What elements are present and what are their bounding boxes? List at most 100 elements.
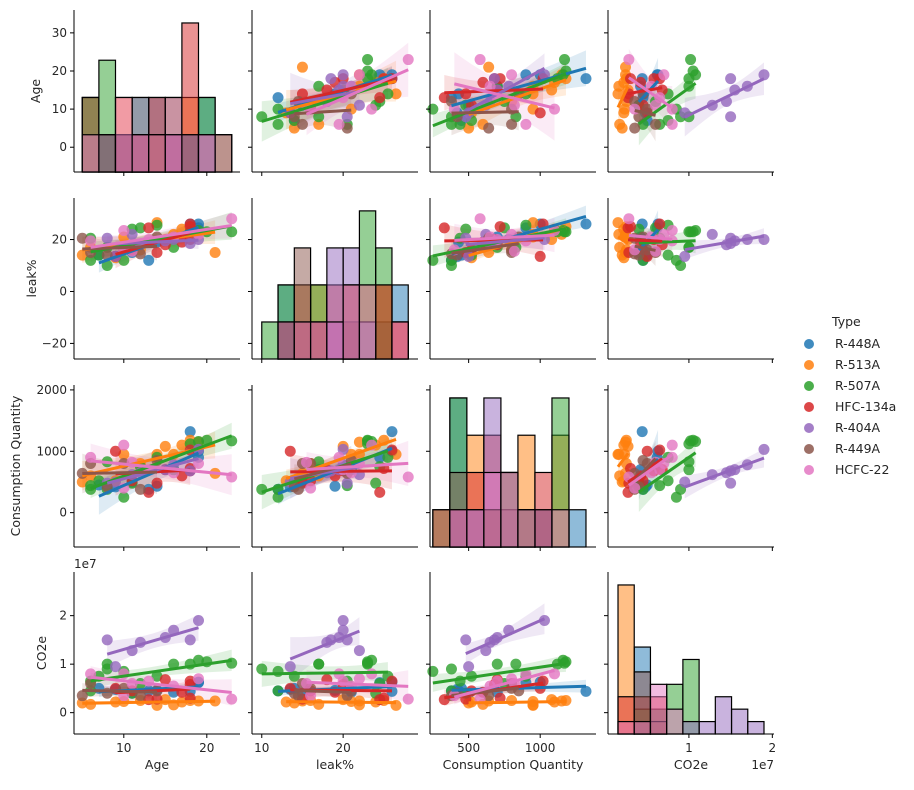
regression-line-hcfc-22 bbox=[305, 68, 409, 116]
point-r-507a bbox=[272, 103, 284, 115]
regression-line-r-404a bbox=[289, 629, 360, 661]
regression-line-r-449a bbox=[634, 109, 656, 117]
point-r-507a bbox=[445, 663, 457, 675]
point-r-404a bbox=[126, 228, 138, 240]
point-hcfc-22 bbox=[474, 213, 486, 225]
point-hcfc-22 bbox=[333, 118, 345, 130]
point-hcfc-22 bbox=[658, 69, 670, 81]
hist-bar-r-404a bbox=[181, 134, 200, 173]
point-hfc-134a bbox=[641, 445, 653, 457]
hist-bar-hcfc-22 bbox=[81, 134, 100, 173]
regression-line-r-404a bbox=[465, 617, 546, 656]
point-r-507a bbox=[559, 54, 571, 66]
point-hcfc-22 bbox=[629, 103, 641, 115]
point-r-404a bbox=[725, 477, 737, 489]
point-r-404a bbox=[337, 624, 349, 636]
point-r-507a bbox=[370, 477, 382, 489]
panel-co2e-vs-co2e: 1 2 CO2e bbox=[604, 572, 776, 772]
point-hfc-134a bbox=[654, 444, 666, 456]
hist-bar-r-404a bbox=[698, 720, 716, 735]
point-hcfc-22 bbox=[549, 103, 560, 115]
point-r-404a bbox=[101, 232, 113, 244]
point-hcfc-22 bbox=[402, 693, 414, 705]
point-r-513a bbox=[614, 118, 626, 130]
point-r-404a bbox=[460, 634, 472, 646]
x-tick-label: 2 bbox=[769, 741, 777, 755]
y-offset-label: 1e7 bbox=[74, 557, 97, 571]
y-axis-label: leak% bbox=[24, 259, 39, 297]
point-r-507a bbox=[510, 658, 522, 670]
point-hcfc-22 bbox=[85, 235, 97, 247]
legend-marker-r-448a bbox=[804, 339, 814, 349]
regression-line-hcfc-22 bbox=[627, 76, 674, 110]
point-r-507a bbox=[193, 435, 204, 447]
legend-entry-hcfc-22: HCFC-22 bbox=[804, 462, 889, 477]
point-hfc-134a bbox=[438, 222, 450, 234]
point-r-404a bbox=[725, 73, 737, 85]
regression-line-r-507a bbox=[638, 451, 697, 494]
point-r-513a bbox=[613, 448, 625, 460]
point-r-404a bbox=[706, 228, 718, 240]
point-r-449a bbox=[292, 690, 304, 702]
regression-line-r-404a bbox=[684, 456, 765, 489]
x-tick-label: 10 bbox=[116, 741, 131, 755]
point-hfc-134a bbox=[534, 250, 546, 262]
point-r-448a bbox=[386, 426, 398, 438]
x-tick-label: 10 bbox=[254, 741, 269, 755]
point-r-507a bbox=[118, 254, 130, 266]
point-r-448a bbox=[636, 426, 648, 438]
hist-bar-hcfc-22 bbox=[517, 509, 536, 548]
y-tick-label: 10 bbox=[52, 102, 67, 116]
point-hcfc-22 bbox=[118, 439, 130, 451]
regression-line-r-448a bbox=[98, 451, 200, 498]
point-r-507a bbox=[662, 475, 674, 487]
point-r-507a bbox=[445, 260, 457, 272]
regression-line-r-449a bbox=[82, 470, 158, 476]
point-hfc-134a bbox=[460, 88, 472, 100]
regression-line-r-513a bbox=[286, 700, 397, 705]
point-r-507a bbox=[313, 658, 325, 670]
point-r-404a bbox=[463, 661, 475, 673]
regression-line-hcfc-22 bbox=[90, 675, 232, 695]
point-r-449a bbox=[134, 248, 146, 260]
regression-line-r-404a bbox=[684, 77, 765, 119]
point-hfc-134a bbox=[374, 486, 386, 498]
point-r-449a bbox=[506, 118, 518, 130]
point-hcfc-22 bbox=[301, 456, 313, 468]
legend-label: HFC-134a bbox=[835, 399, 896, 414]
legend-title: Type bbox=[831, 314, 861, 329]
point-hcfc-22 bbox=[520, 118, 532, 130]
hist-bar-r-404a bbox=[730, 708, 749, 735]
y-tick-label: 0 bbox=[59, 506, 67, 520]
legend-entry-hfc-134a: HFC-134a bbox=[804, 399, 896, 414]
legend-marker-r-507a bbox=[804, 381, 814, 391]
hist-bar-hcfc-22 bbox=[131, 134, 150, 173]
point-r-507a bbox=[272, 118, 284, 130]
regression-line-r-404a bbox=[106, 626, 199, 656]
point-r-404a bbox=[353, 645, 365, 657]
panel-consumption-quantity-vs-leak bbox=[248, 385, 418, 551]
point-hcfc-22 bbox=[474, 54, 486, 66]
hist-bar-hcfc-22 bbox=[391, 321, 409, 360]
legend-entry-r-513a: R-513A bbox=[804, 357, 881, 372]
legend-entry-r-449a: R-449A bbox=[804, 441, 881, 456]
y-axis-label: CO2e bbox=[34, 636, 49, 671]
panels: 0102030Age−20020leak%010002000Consumptio… bbox=[8, 10, 776, 772]
point-r-404a bbox=[193, 615, 204, 627]
point-hfc-134a bbox=[386, 444, 398, 456]
y-tick-label: 30 bbox=[52, 26, 67, 40]
x-offset-label: 1e7 bbox=[751, 758, 774, 772]
point-r-404a bbox=[284, 661, 296, 673]
legend-marker-r-404a bbox=[804, 423, 814, 433]
y-tick-label: 20 bbox=[52, 64, 67, 78]
regression-line-r-507a bbox=[432, 72, 567, 128]
point-r-449a bbox=[629, 122, 641, 134]
point-r-449a bbox=[101, 687, 113, 699]
panel-age-vs-age: 0 10 20 30 Age bbox=[28, 10, 240, 176]
hist-bar-hcfc-22 bbox=[449, 509, 468, 548]
point-hcfc-22 bbox=[193, 673, 204, 685]
point-r-507a bbox=[685, 435, 697, 447]
point-r-513a bbox=[506, 695, 518, 707]
point-r-513a bbox=[76, 249, 88, 261]
point-hcfc-22 bbox=[118, 224, 130, 236]
